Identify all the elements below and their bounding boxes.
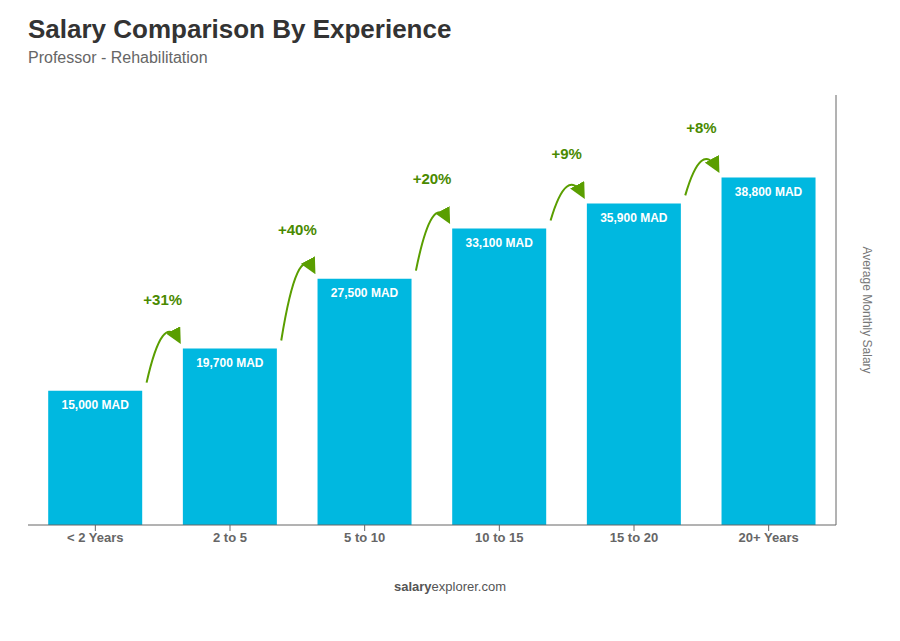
svg-text:27,500 MAD: 27,500 MAD bbox=[331, 286, 399, 300]
svg-text:+20%: +20% bbox=[413, 170, 452, 187]
svg-text:+40%: +40% bbox=[278, 221, 317, 238]
svg-text:33,100 MAD: 33,100 MAD bbox=[466, 236, 534, 250]
svg-text:15,000 MAD: 15,000 MAD bbox=[62, 398, 130, 412]
svg-text:10 to 15: 10 to 15 bbox=[475, 530, 523, 545]
html-text:salary explorer.com: salary explorer.com bbox=[394, 579, 506, 594]
svg-text:Average Monthly Salary: Average Monthly Salary bbox=[860, 246, 874, 373]
svg-text:< 2 Years: < 2 Years bbox=[67, 530, 124, 545]
svg-text:20+ Years: 20+ Years bbox=[739, 530, 799, 545]
svg-text:+8%: +8% bbox=[686, 119, 716, 136]
svg-text:+9%: +9% bbox=[551, 145, 581, 162]
html-text:Salary Comparison By Experienc: Salary Comparison By Experience bbox=[28, 14, 452, 44]
svg-text:38,800 MAD: 38,800 MAD bbox=[735, 185, 803, 199]
svg-text:35,900 MAD: 35,900 MAD bbox=[600, 211, 668, 225]
svg-text:2 to 5: 2 to 5 bbox=[213, 530, 247, 545]
svg-text:15 to 20: 15 to 20 bbox=[610, 530, 658, 545]
html-text:Professor - Rehabilitation: Professor - Rehabilitation bbox=[28, 49, 208, 66]
svg-text:5 to 10: 5 to 10 bbox=[344, 530, 385, 545]
svg-text:+31%: +31% bbox=[143, 291, 182, 308]
svg-text:19,700 MAD: 19,700 MAD bbox=[196, 356, 264, 370]
